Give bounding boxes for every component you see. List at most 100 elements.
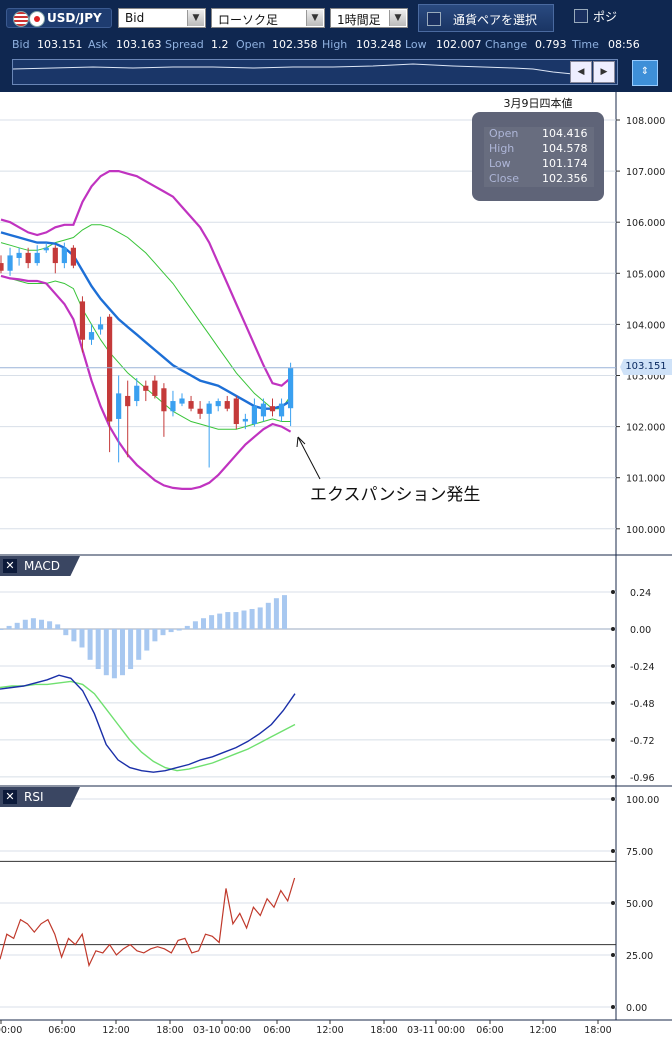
- ask-value: 103.163: [116, 38, 162, 51]
- rsi-panel-tab[interactable]: ✕ RSI: [0, 787, 80, 807]
- candle: [206, 403, 212, 414]
- macd-histogram-bar: [273, 598, 279, 629]
- macd-line: [0, 674, 296, 773]
- macd-histogram-bar: [111, 629, 117, 679]
- close-icon[interactable]: ✕: [3, 790, 17, 804]
- y-tick-dot: [611, 849, 615, 853]
- checkbox-icon: [427, 12, 441, 26]
- candle: [143, 385, 149, 391]
- y-tick-label: 103.000: [626, 372, 665, 383]
- price-type-select[interactable]: Bid ▼: [118, 8, 206, 28]
- close-icon[interactable]: ✕: [3, 559, 17, 573]
- ohlc-low-row: Low 101.174: [484, 157, 594, 172]
- y-tick-label: 108.000: [626, 116, 665, 127]
- open-label: Open: [236, 38, 266, 51]
- y-tick-label: 0.00: [630, 625, 651, 636]
- candle: [170, 401, 176, 412]
- high-value: 103.248: [356, 38, 402, 51]
- bollinger-lower-1s-line: [0, 275, 291, 430]
- macd-panel-label: MACD: [24, 559, 60, 573]
- macd-histogram-bar: [282, 595, 287, 629]
- macd-histogram-bar: [0, 629, 4, 630]
- chevron-down-icon: ▼: [187, 10, 204, 26]
- bollinger-lower-line: [0, 274, 292, 490]
- macd-histogram-bar: [71, 629, 77, 642]
- candle: [260, 403, 267, 417]
- x-tick-label: 12:00: [316, 1025, 343, 1036]
- ohlc-title: 3月9日四本値: [503, 97, 573, 110]
- ohlc-close-row: Close 102.356: [484, 172, 594, 187]
- macd-histogram-bar: [144, 629, 150, 651]
- candle: [251, 406, 257, 425]
- candle: [224, 401, 230, 409]
- y-tick-label: 25.00: [626, 951, 653, 962]
- candle: [188, 401, 194, 409]
- candle: [215, 401, 221, 407]
- chart-navigator[interactable]: [12, 59, 618, 85]
- bollinger-upper-line: [0, 170, 292, 387]
- candle: [0, 263, 4, 271]
- timeframe-select[interactable]: 1時間足 ▼: [330, 8, 408, 28]
- position-checkbox[interactable]: [574, 9, 588, 23]
- chart-type-select[interactable]: ローソク足 ▼: [211, 8, 325, 28]
- macd-histogram-bar: [152, 629, 158, 642]
- macd-histogram-bar: [176, 629, 182, 631]
- candle: [34, 252, 40, 264]
- macd-histogram-bar: [249, 608, 255, 629]
- candle: [107, 316, 113, 422]
- ohlc-close-value: 102.356: [542, 172, 588, 185]
- y-tick-dot: [611, 901, 615, 905]
- currency-pair-button[interactable]: USD/JPY: [6, 8, 112, 28]
- annotation-text: エクスパンション発生: [310, 485, 481, 505]
- candle: [7, 255, 13, 271]
- x-tick-label: 12:00: [529, 1025, 556, 1036]
- macd-histogram-bar: [6, 625, 12, 629]
- y-tick-label: 0.24: [630, 588, 651, 599]
- macd-panel-tab[interactable]: ✕ MACD: [0, 556, 80, 576]
- scroll-left-button[interactable]: ◀: [570, 61, 592, 83]
- macd-histogram-bar: [217, 613, 223, 629]
- candle: [25, 252, 31, 264]
- change-value: 0.793: [535, 38, 567, 51]
- macd-histogram-bar: [95, 629, 101, 670]
- position-label: ポジ: [593, 10, 618, 24]
- ohlc-high-row: High 104.578: [484, 142, 594, 157]
- candle: [97, 324, 104, 330]
- y-tick-dot: [611, 1005, 615, 1009]
- ask-label: Ask: [88, 38, 108, 51]
- y-tick-dot: [611, 627, 615, 631]
- y-tick-label: -0.96: [630, 773, 655, 784]
- x-tick-label: 03-11 00:00: [407, 1025, 465, 1036]
- y-tick-label: 106.000: [626, 218, 665, 229]
- y-tick-dot: [611, 797, 615, 801]
- x-tick-label: 06:00: [476, 1025, 503, 1036]
- bid-value: 103.151: [37, 38, 83, 51]
- current-price-tag: 103.151: [620, 359, 672, 375]
- spread-value: 1.2: [211, 38, 229, 51]
- ohlc-low-label: Low: [489, 157, 511, 170]
- y-tick-label: -0.48: [630, 699, 655, 710]
- select-pair-button[interactable]: 通貨ペアを選択: [418, 4, 554, 32]
- macd-histogram-bar: [120, 629, 125, 676]
- candle: [197, 408, 203, 414]
- y-tick-label: 102.000: [626, 423, 665, 434]
- y-tick-label: 0.00: [626, 1003, 647, 1014]
- candle: [134, 385, 140, 402]
- scroll-right-button[interactable]: ▶: [593, 61, 615, 83]
- candle: [16, 252, 22, 258]
- rsi-panel-label: RSI: [24, 790, 44, 804]
- chart-area[interactable]: 100.000 101.000 102.000 103.000 104.000 105.0…: [0, 92, 672, 1044]
- macd-histogram-bar: [257, 607, 263, 629]
- quote-row: Bid 103.151 Ask 103.163 Spread 1.2 Open …: [0, 38, 672, 54]
- macd-histogram-bar: [87, 629, 93, 660]
- x-tick-label: 18:00: [370, 1025, 397, 1036]
- expand-icon[interactable]: ⇕: [632, 60, 658, 86]
- low-label: Low: [405, 38, 427, 51]
- candle: [152, 380, 158, 396]
- y-tick-label: -0.72: [630, 736, 655, 747]
- ohlc-low-value: 101.174: [542, 157, 588, 170]
- y-tick-dot: [611, 590, 615, 595]
- arrow-head-icon: [296, 436, 306, 448]
- time-label: Time: [572, 38, 599, 51]
- bid-label: Bid: [12, 38, 30, 51]
